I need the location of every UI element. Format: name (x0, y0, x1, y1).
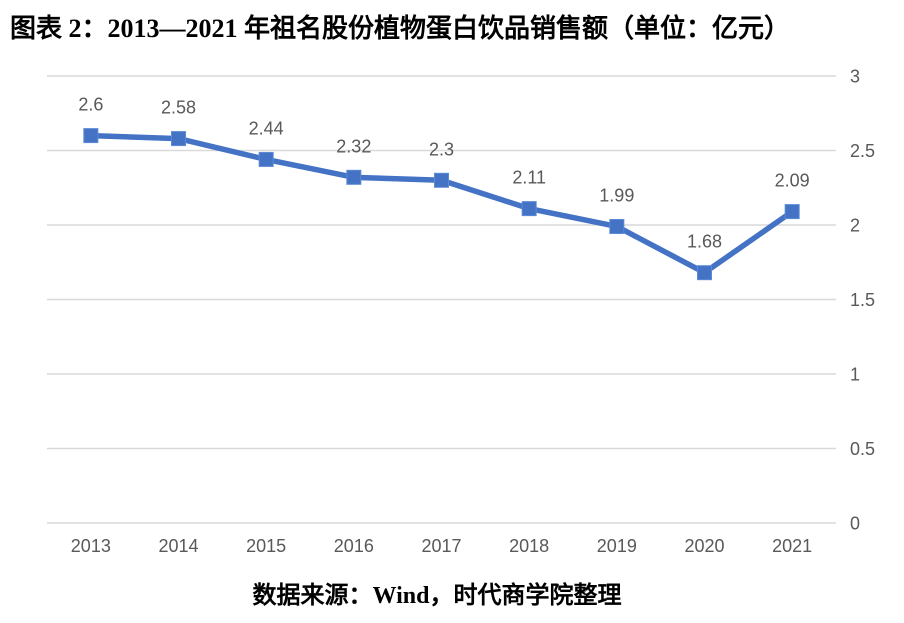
data-label-2021: 2.09 (775, 171, 810, 191)
y-axis-tick-label: 2.5 (850, 141, 875, 161)
y-axis-tick-label: 1.5 (850, 290, 875, 310)
data-point-marker-2017 (434, 172, 449, 188)
x-axis-tick-label-2018: 2018 (509, 536, 549, 556)
data-label-2016: 2.32 (336, 136, 371, 156)
x-axis-tick-label-2017: 2017 (421, 536, 461, 556)
data-label-2017: 2.3 (429, 139, 454, 159)
y-axis-tick-label: 2 (850, 216, 860, 236)
x-axis-tick-label-2013: 2013 (71, 536, 111, 556)
data-label-2015: 2.44 (249, 118, 284, 138)
chart-title: 图表 2：2013—2021 年祖名股份植物蛋白饮品销售额（单位：亿元） (10, 14, 791, 43)
x-axis-tick-label-2021: 2021 (772, 536, 812, 556)
data-point-marker-2021 (784, 204, 800, 220)
y-axis-tick-label: 0.5 (850, 439, 875, 459)
data-point-marker-2013 (83, 128, 99, 144)
data-label-2020: 1.68 (687, 232, 722, 252)
data-label-2014: 2.58 (161, 98, 196, 118)
y-axis-tick-label: 3 (850, 67, 860, 87)
x-axis-tick-label-2015: 2015 (246, 536, 286, 556)
source-note: 数据来源：Wind，时代商学院整理 (252, 583, 622, 609)
data-point-marker-2014 (171, 131, 186, 147)
data-point-marker-2016 (346, 169, 362, 185)
data-label-2019: 1.99 (599, 185, 634, 205)
data-label-2018: 2.11 (512, 168, 546, 188)
y-axis-tick-label: 1 (850, 365, 860, 385)
y-axis-tick-label: 0 (850, 514, 860, 534)
data-point-marker-2015 (258, 151, 274, 167)
data-label-2013: 2.6 (78, 95, 103, 115)
data-point-marker-2018 (521, 201, 537, 217)
data-point-marker-2020 (697, 265, 712, 281)
data-point-marker-2019 (609, 218, 625, 234)
x-axis-tick-label-2016: 2016 (334, 536, 374, 556)
x-axis-tick-label-2014: 2014 (158, 536, 198, 556)
x-axis-tick-label-2019: 2019 (597, 536, 637, 556)
x-axis-tick-label-2020: 2020 (684, 536, 724, 556)
